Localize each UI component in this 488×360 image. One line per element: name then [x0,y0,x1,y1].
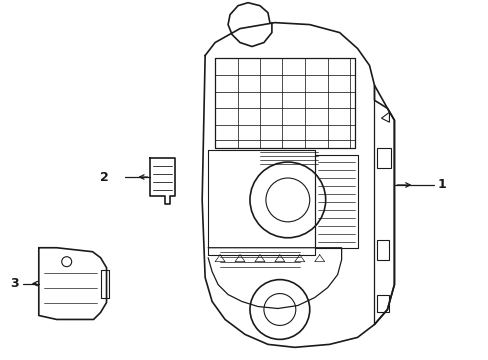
Text: 3: 3 [10,277,19,290]
Bar [377,294,388,312]
Bar [377,148,390,168]
Text: 1: 1 [436,179,445,192]
Bar [377,240,388,260]
Text: 2: 2 [100,171,108,184]
Polygon shape [381,112,388,122]
